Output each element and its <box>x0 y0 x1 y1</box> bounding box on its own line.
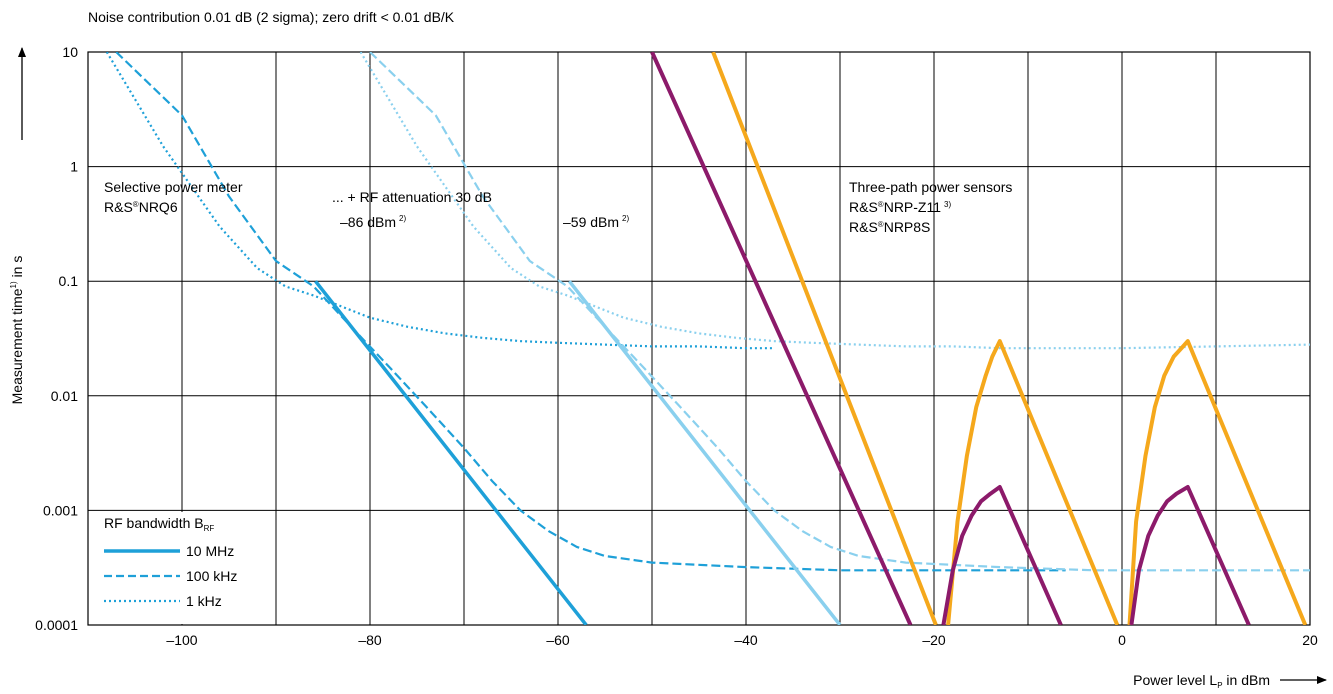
x-tick-label: –20 <box>922 632 946 648</box>
series-group <box>105 52 1310 625</box>
x-tick-label: –80 <box>358 632 382 648</box>
legend: RF bandwidth BRF 10 MHz 100 kHz 1 kHz <box>89 512 254 624</box>
y-axis-label: Measurement time1) in s <box>9 256 25 405</box>
label-nrp-z11: R&S®NRP-Z11 3) <box>849 199 951 215</box>
x-axis-label: Power level LP in dBm <box>1133 672 1270 690</box>
y-axis-label-footnote: 1) <box>9 281 18 288</box>
x-tick-label: –40 <box>734 632 758 648</box>
label-rf-attenuation: ... + RF attenuation 30 dB <box>332 189 492 205</box>
x-axis-label-sub: P <box>1217 681 1222 690</box>
x-tick-label: –60 <box>546 632 570 648</box>
y-tick-label: 0.001 <box>43 502 78 518</box>
legend-label-1khz: 1 kHz <box>186 593 222 609</box>
legend-title: RF bandwidth BRF <box>104 515 214 533</box>
series-line-nrp_z11 <box>711 52 1308 625</box>
chart-title: Noise contribution 0.01 dB (2 sigma); ze… <box>88 9 455 25</box>
series-line-nrq6_10mhz <box>314 280 588 625</box>
y-axis-label-text: Measurement time <box>9 288 25 404</box>
series-line-nrp8s <box>650 52 1251 625</box>
label-selective-power-meter: Selective power meter <box>104 179 243 195</box>
x-tick-label: 0 <box>1118 632 1126 648</box>
y-tick-label: 10 <box>62 44 78 60</box>
legend-label-10mhz: 10 MHz <box>186 543 234 559</box>
y-tick-label: 1 <box>70 159 78 175</box>
x-axis-label-text: Power level L <box>1133 672 1217 688</box>
label-three-path-sensors: Three-path power sensors <box>849 179 1012 195</box>
y-axis-label-unit: in s <box>9 256 25 282</box>
label-nrp8s: R&S®NRP8S <box>849 219 930 235</box>
series-line-atten_1khz <box>359 52 1310 350</box>
y-tick-label: 0.1 <box>59 273 79 289</box>
plot-area <box>87 51 1311 626</box>
note-minus-59-dbm: –59 dBm 2) <box>563 214 629 230</box>
note-minus-86-dbm: –86 dBm 2) <box>340 214 406 230</box>
series-line-nrq6_1khz <box>105 52 775 350</box>
x-tick-labels: –100 –80 –60 –40 –20 0 20 <box>166 632 1318 648</box>
legend-box <box>89 512 254 624</box>
legend-label-100khz: 100 kHz <box>186 568 237 584</box>
x-axis-label-unit: in dBm <box>1223 672 1270 688</box>
series-line-atten_10mhz <box>567 280 842 625</box>
x-tick-label: 20 <box>1302 632 1318 648</box>
y-tick-label: 0.0001 <box>35 617 78 633</box>
y-tick-labels: 10 1 0.1 0.01 0.001 0.0001 <box>35 44 78 633</box>
y-tick-label: 0.01 <box>51 388 78 404</box>
grid-lines <box>88 52 1310 625</box>
x-tick-label: –100 <box>166 632 197 648</box>
label-nrq6: R&S®NRQ6 <box>104 199 178 215</box>
svg-text:Measurement time1) in s: Measurement time1) in s <box>9 256 25 405</box>
